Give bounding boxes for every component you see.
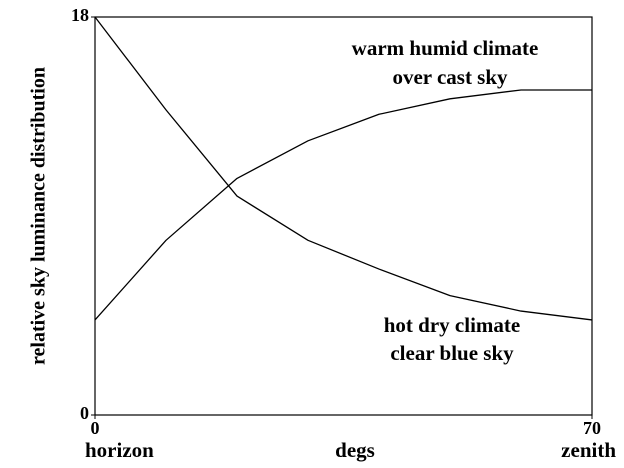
annotation: hot dry climate — [384, 313, 520, 337]
x-end-label: zenith — [561, 438, 616, 462]
annotation: over cast sky — [392, 65, 508, 89]
annotation: clear blue sky — [390, 341, 514, 365]
annotation: warm humid climate — [352, 36, 539, 60]
x-axis-label: degs — [335, 438, 375, 462]
x-tick-label: 0 — [91, 418, 100, 438]
plot-frame — [94, 16, 593, 416]
line — [94, 16, 593, 321]
y-axis-label: relative sky luminance distribution — [28, 67, 50, 365]
line — [94, 89, 592, 321]
y-tick-label: 18 — [71, 5, 89, 25]
x-end-label: horizon — [85, 438, 154, 462]
x-tick-label: 70 — [583, 418, 601, 438]
y-tick-label: 0 — [80, 403, 89, 423]
